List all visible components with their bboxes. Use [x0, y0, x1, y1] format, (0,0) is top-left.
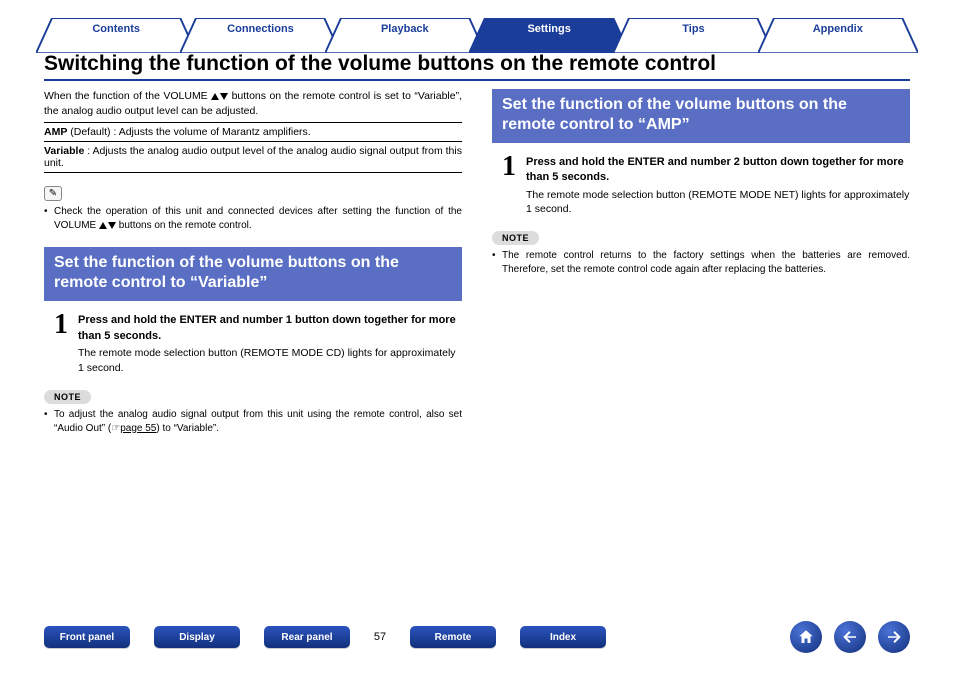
nav-front-panel[interactable]: Front panel — [44, 626, 130, 648]
step-title: Press and hold the ENTER and number 2 bu… — [526, 155, 910, 186]
page-number: 57 — [350, 631, 410, 643]
definition-list: AMP (Default) : Adjusts the volume of Ma… — [44, 126, 462, 173]
def-desc: Adjusts the analog audio output level of… — [44, 145, 462, 169]
left-column: When the function of the VOLUME buttons … — [44, 89, 462, 436]
manual-page: ContentsConnectionsPlaybackSettingsTipsA… — [0, 0, 954, 436]
link-icon: ☞ — [111, 423, 120, 434]
circle-buttons — [790, 621, 910, 653]
tab-label: Settings — [477, 18, 621, 40]
note-list: To adjust the analog audio signal output… — [44, 408, 462, 436]
note-list: The remote control returns to the factor… — [492, 249, 910, 277]
step-title: Press and hold the ENTER and number 1 bu… — [78, 313, 462, 344]
intro-text: When the function of the VOLUME buttons … — [44, 89, 462, 119]
tab-label: Playback — [333, 18, 477, 40]
note-item: To adjust the analog audio signal output… — [44, 408, 462, 436]
tab-appendix[interactable]: Appendix — [766, 18, 910, 40]
bottom-left-group: Front panel Display Rear panel — [44, 626, 350, 648]
section-heading-amp: Set the function of the volume buttons o… — [492, 89, 910, 143]
def-row: AMP (Default) : Adjusts the volume of Ma… — [44, 126, 462, 138]
home-icon[interactable] — [790, 621, 822, 653]
divider — [44, 172, 462, 173]
step-number: 1 — [54, 311, 68, 375]
nav-rear-panel[interactable]: Rear panel — [264, 626, 350, 648]
def-suffix: (Default) : — [67, 126, 118, 138]
note-badge: NOTE — [492, 231, 539, 245]
bottom-nav: Front panel Display Rear panel 57 Remote… — [44, 621, 910, 653]
tab-tips[interactable]: Tips — [621, 18, 765, 40]
intro-block: When the function of the VOLUME buttons … — [44, 89, 462, 173]
def-term: AMP — [44, 126, 67, 138]
step-body: Press and hold the ENTER and number 2 bu… — [526, 153, 910, 217]
tab-label: Appendix — [766, 18, 910, 40]
step-body: Press and hold the ENTER and number 1 bu… — [78, 311, 462, 375]
right-column: Set the function of the volume buttons o… — [492, 89, 910, 436]
top-tabs: ContentsConnectionsPlaybackSettingsTipsA… — [44, 18, 910, 42]
page-title: Switching the function of the volume but… — [44, 52, 910, 81]
step-number: 1 — [502, 153, 516, 217]
note-item: The remote control returns to the factor… — [492, 249, 910, 277]
step-1: 1 Press and hold the ENTER and number 1 … — [54, 311, 462, 375]
step-desc: The remote mode selection button (REMOTE… — [78, 346, 462, 375]
tab-connections[interactable]: Connections — [188, 18, 332, 40]
tab-label: Contents — [44, 18, 188, 40]
nav-remote[interactable]: Remote — [410, 626, 496, 648]
def-row: Variable : Adjusts the analog audio outp… — [44, 145, 462, 169]
tab-label: Tips — [621, 18, 765, 40]
bottom-right-group: Remote Index — [410, 626, 606, 648]
section-heading-variable: Set the function of the volume buttons o… — [44, 247, 462, 301]
content-columns: When the function of the VOLUME buttons … — [44, 89, 910, 436]
tab-settings[interactable]: Settings — [477, 18, 621, 40]
page-link[interactable]: page 55 — [120, 423, 156, 434]
divider — [44, 122, 462, 123]
tip-item: Check the operation of this unit and con… — [44, 205, 462, 233]
tab-label: Connections — [188, 18, 332, 40]
tab-playback[interactable]: Playback — [333, 18, 477, 40]
def-term: Variable — [44, 145, 84, 157]
nav-index[interactable]: Index — [520, 626, 606, 648]
step-1: 1 Press and hold the ENTER and number 2 … — [502, 153, 910, 217]
prev-icon[interactable] — [834, 621, 866, 653]
step-desc: The remote mode selection button (REMOTE… — [526, 188, 910, 217]
nav-display[interactable]: Display — [154, 626, 240, 648]
next-icon[interactable] — [878, 621, 910, 653]
pencil-icon: ✎ — [44, 186, 62, 201]
tip-list: Check the operation of this unit and con… — [44, 205, 462, 233]
def-desc: Adjusts the volume of Marantz amplifiers… — [119, 126, 311, 138]
note-badge: NOTE — [44, 390, 91, 404]
tab-contents[interactable]: Contents — [44, 18, 188, 40]
divider — [44, 141, 462, 142]
